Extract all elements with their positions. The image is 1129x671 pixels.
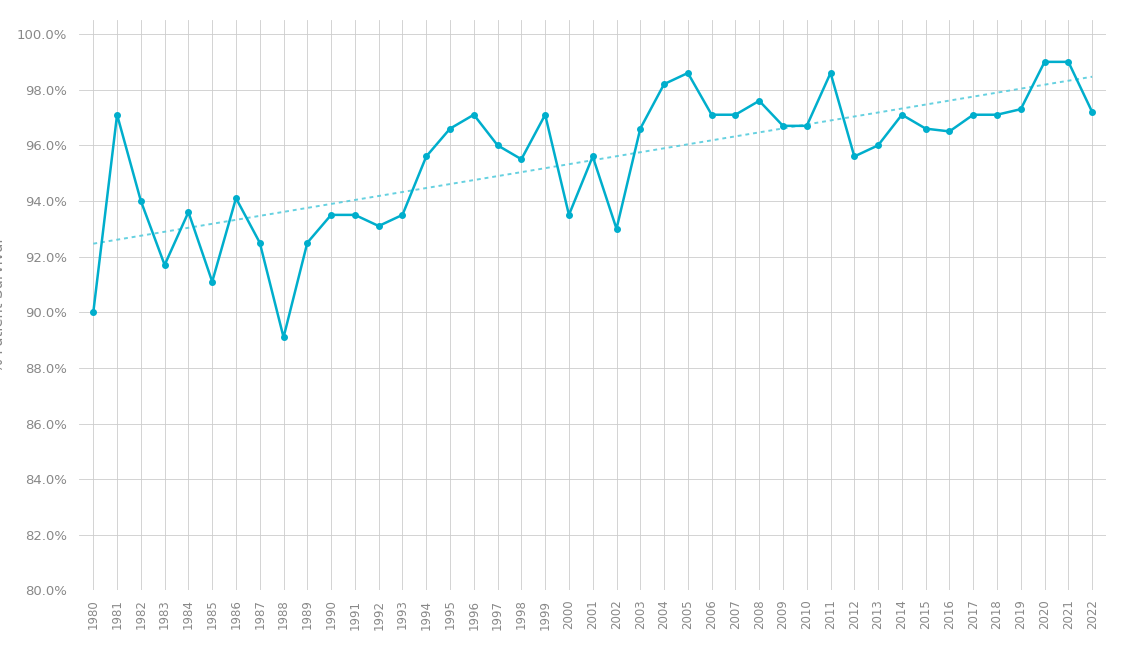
Y-axis label: % Patient Survival: % Patient Survival [0,239,6,372]
